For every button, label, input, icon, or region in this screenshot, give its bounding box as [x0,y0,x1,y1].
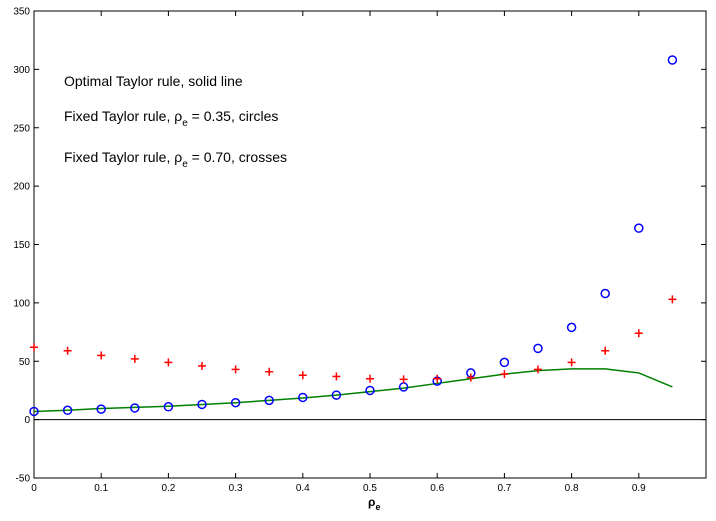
circle-point [62,405,73,416]
cross-point [399,375,408,384]
cross-point [198,361,206,370]
y-tick-label: 50 [19,357,31,368]
x-tick-label: 0.7 [497,483,511,494]
cross-point [668,295,677,304]
y-tick-label: 250 [13,123,30,134]
cross-point [500,370,509,379]
cross-point [30,343,38,352]
x-tick-label: 0.1 [94,483,108,494]
circle-point [230,397,241,408]
circle-point [130,403,140,413]
circle-point [264,395,274,406]
y-axis-ticks: -50 0 50 100 150 200 250 300 350 [13,7,706,485]
circle-point [499,357,510,368]
x-tick-label: 0.4 [296,483,310,494]
cross-point [130,354,139,363]
cross-point [567,358,576,367]
cross-point [265,367,274,376]
x-tick-label: 0.8 [565,483,579,494]
x-axis-label: ρe [368,495,380,512]
circle-point [298,392,308,403]
cross-point [231,365,240,374]
y-tick-label: 350 [13,7,30,18]
x-axis-ticks: 0 0.1 0.2 0.3 0.4 0.5 0.6 0.7 0.8 0.9 [31,11,646,494]
cross-point [164,358,173,367]
annotation-optimal: Optimal Taylor rule, solid line [64,73,243,89]
circle-point [600,288,610,299]
cross-point [634,329,643,338]
x-tick-label: 0.2 [161,483,175,494]
y-tick-label: 300 [13,65,30,76]
cross-point [366,374,374,383]
cross-point [466,373,475,382]
cross-point [332,372,341,381]
circle-point [163,402,174,412]
circle-point [197,399,207,410]
cross-point [601,346,610,355]
x-tick-label: 0.9 [632,483,646,494]
x-tick-label: 0.6 [430,483,444,494]
y-tick-label: 200 [13,182,30,193]
plot-area [33,10,707,479]
annotation-fixed-070: Fixed Taylor rule, ρe = 0.70, crosses [64,149,287,170]
y-tick-label: -50 [16,474,31,485]
circle-point [566,322,577,333]
circle-point [365,385,375,396]
y-tick-label: 150 [13,240,30,251]
cross-point [97,351,106,360]
cross-point [298,371,307,380]
series-line-optimal [33,368,673,413]
circle-point [667,55,678,65]
annotation-fixed-035: Fixed Taylor rule, ρe = 0.35, circles [64,108,278,129]
cross-point [63,346,72,355]
circle-point [331,390,342,400]
x-tick-label: 0.3 [229,483,243,494]
x-tick-label: 0 [31,483,37,494]
circle-point [533,343,543,354]
circle-point [29,406,39,417]
cross-point [534,365,542,374]
y-tick-label: 0 [24,415,30,426]
y-tick-label: 100 [13,298,30,309]
circle-point [96,404,106,414]
circle-point [634,223,644,233]
series-layer [29,55,678,417]
cross-point [433,374,442,383]
x-tick-label: 0.5 [363,483,377,494]
